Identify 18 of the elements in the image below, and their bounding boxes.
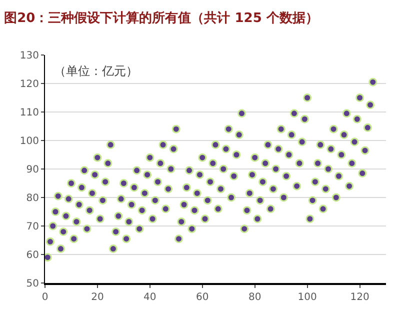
x-tick-label: 20 [91,292,104,303]
x-tick-label: 100 [298,292,317,303]
x-tick-label: 40 [144,292,156,303]
x-tick-label: 80 [248,292,262,303]
chart-title: 图20：三种假设下计算的所有值（共计 125 个数据） [4,10,318,26]
y-tick-label: 110 [20,108,39,118]
y-tick-label: 70 [26,222,39,232]
x-tick-label: 60 [196,292,209,303]
y-tick-label: 60 [26,250,39,261]
x-tick-label: 120 [350,292,370,303]
x-tick-label: 0 [42,292,48,303]
annotation: （单位：亿元） [54,64,138,78]
y-tick-label: 100 [20,136,39,147]
y-tick-label: 120 [20,79,39,90]
y-tick-label: 80 [26,193,39,204]
y-tick-label: 130 [20,50,39,62]
y-tick-label: 50 [26,278,39,290]
y-tick-label: 90 [26,164,39,176]
